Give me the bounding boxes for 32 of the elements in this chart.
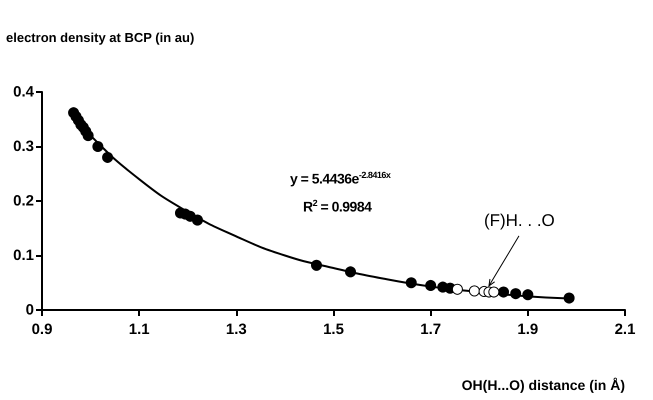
x-tick-label: 2.1	[614, 321, 636, 338]
point	[522, 289, 534, 300]
point	[488, 286, 500, 298]
y-tick-label: 0	[26, 302, 34, 318]
x-tick-label: 1.3	[226, 321, 247, 338]
point	[311, 260, 322, 271]
point	[510, 288, 522, 300]
x-tick-label: 1.7	[420, 321, 442, 338]
point	[452, 284, 463, 295]
x-tick-label: 0.9	[32, 321, 52, 338]
point	[102, 152, 114, 163]
y-tick-label: 0.4	[13, 84, 35, 100]
point	[82, 130, 94, 142]
point	[468, 285, 480, 296]
x-tick-label: 1.5	[323, 321, 344, 338]
y-tick-label: 0.3	[13, 138, 34, 155]
y-axis-title: electron density at BCP (in au)	[6, 30, 194, 45]
point	[406, 277, 417, 288]
x-tick-label: 1.9	[517, 321, 538, 338]
y-tick-label: 0.1	[13, 247, 34, 264]
x-tick-label: 1.1	[128, 321, 150, 338]
annotation: R$^{2}$ = 0.9984	[303, 198, 372, 215]
x-axis-title: OH(H...O) distance (in Å)	[462, 377, 625, 393]
point	[92, 141, 104, 152]
annotation: (F)H. . .O	[484, 210, 555, 231]
point	[425, 280, 436, 291]
point	[192, 214, 203, 226]
y-tick-label: 0.2	[13, 192, 34, 210]
point	[564, 292, 575, 304]
annotation: y = 5.4436e$^{-2.8416x}$	[290, 170, 390, 187]
point	[498, 286, 510, 298]
point	[345, 266, 356, 278]
